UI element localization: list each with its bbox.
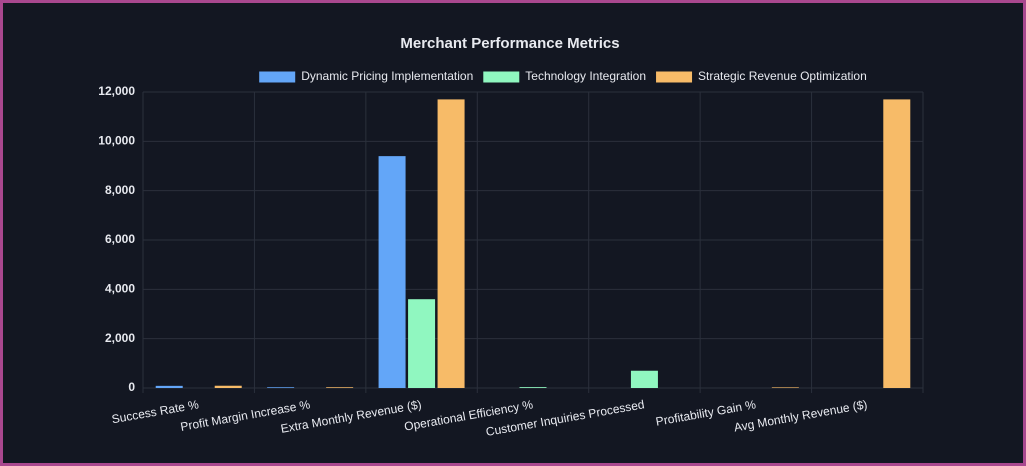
bar [214,385,242,388]
bar [326,387,354,388]
bar [883,99,911,389]
legend-label: Strategic Revenue Optimization [698,69,867,83]
legend-label: Dynamic Pricing Implementation [301,69,473,83]
y-tick-label: 2,000 [105,331,135,345]
bar [155,385,183,388]
bar [267,387,295,388]
bar [630,370,658,388]
y-tick-label: 8,000 [105,183,135,197]
y-tick-label: 4,000 [105,282,135,296]
bar [408,299,436,388]
y-tick-label: 12,000 [98,84,135,98]
legend-swatch [483,71,520,83]
bar [771,387,799,388]
legend-swatch [656,71,693,83]
legend-swatch [259,71,296,83]
bar [437,99,465,389]
bar [519,387,547,388]
y-tick-label: 0 [128,380,135,394]
bar [378,156,406,388]
legend-label: Technology Integration [525,69,646,83]
chart: Merchant Performance Metrics 0 2,000 4,000… [98,35,924,439]
chart-title: Merchant Performance Metrics [400,35,619,52]
y-tick-label: 10,000 [98,134,135,148]
y-tick-label: 6,000 [105,232,135,246]
